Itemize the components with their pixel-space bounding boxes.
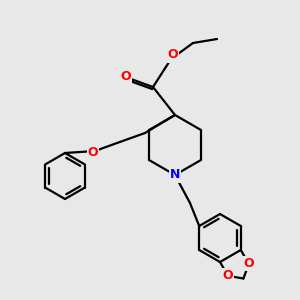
Text: O: O — [244, 257, 254, 270]
Text: O: O — [88, 146, 98, 160]
Text: O: O — [223, 269, 233, 282]
Text: O: O — [168, 49, 178, 62]
Text: O: O — [121, 70, 131, 83]
Text: N: N — [170, 169, 180, 182]
